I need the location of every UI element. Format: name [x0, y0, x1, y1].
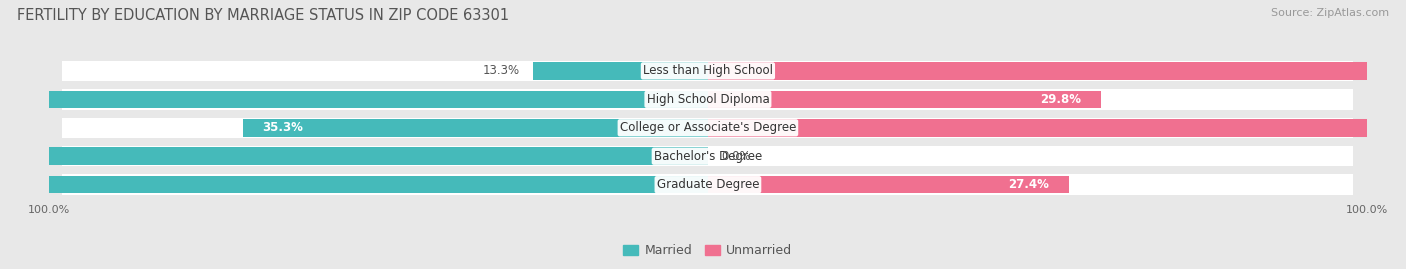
Legend: Married, Unmarried: Married, Unmarried: [619, 239, 797, 262]
Bar: [709, 62, 1406, 80]
Bar: [0, 147, 709, 165]
Bar: [709, 176, 1069, 193]
Text: Less than High School: Less than High School: [643, 64, 773, 77]
Bar: [0, 90, 709, 108]
Text: 29.8%: 29.8%: [1040, 93, 1081, 106]
Text: 35.3%: 35.3%: [263, 121, 304, 134]
Bar: [62, 118, 1354, 138]
Bar: [709, 119, 1406, 137]
Text: High School Diploma: High School Diploma: [647, 93, 769, 106]
Text: 0.0%: 0.0%: [721, 150, 751, 163]
Bar: [709, 90, 1101, 108]
Bar: [62, 61, 1354, 81]
Text: Bachelor's Degree: Bachelor's Degree: [654, 150, 762, 163]
Text: 27.4%: 27.4%: [1008, 178, 1049, 191]
Bar: [533, 62, 709, 80]
Text: Source: ZipAtlas.com: Source: ZipAtlas.com: [1271, 8, 1389, 18]
Text: College or Associate's Degree: College or Associate's Degree: [620, 121, 796, 134]
Text: FERTILITY BY EDUCATION BY MARRIAGE STATUS IN ZIP CODE 63301: FERTILITY BY EDUCATION BY MARRIAGE STATU…: [17, 8, 509, 23]
Bar: [0, 176, 709, 193]
Text: 13.3%: 13.3%: [482, 64, 520, 77]
Bar: [243, 119, 709, 137]
Bar: [62, 146, 1354, 167]
Bar: [62, 89, 1354, 109]
Bar: [62, 174, 1354, 195]
Text: Graduate Degree: Graduate Degree: [657, 178, 759, 191]
